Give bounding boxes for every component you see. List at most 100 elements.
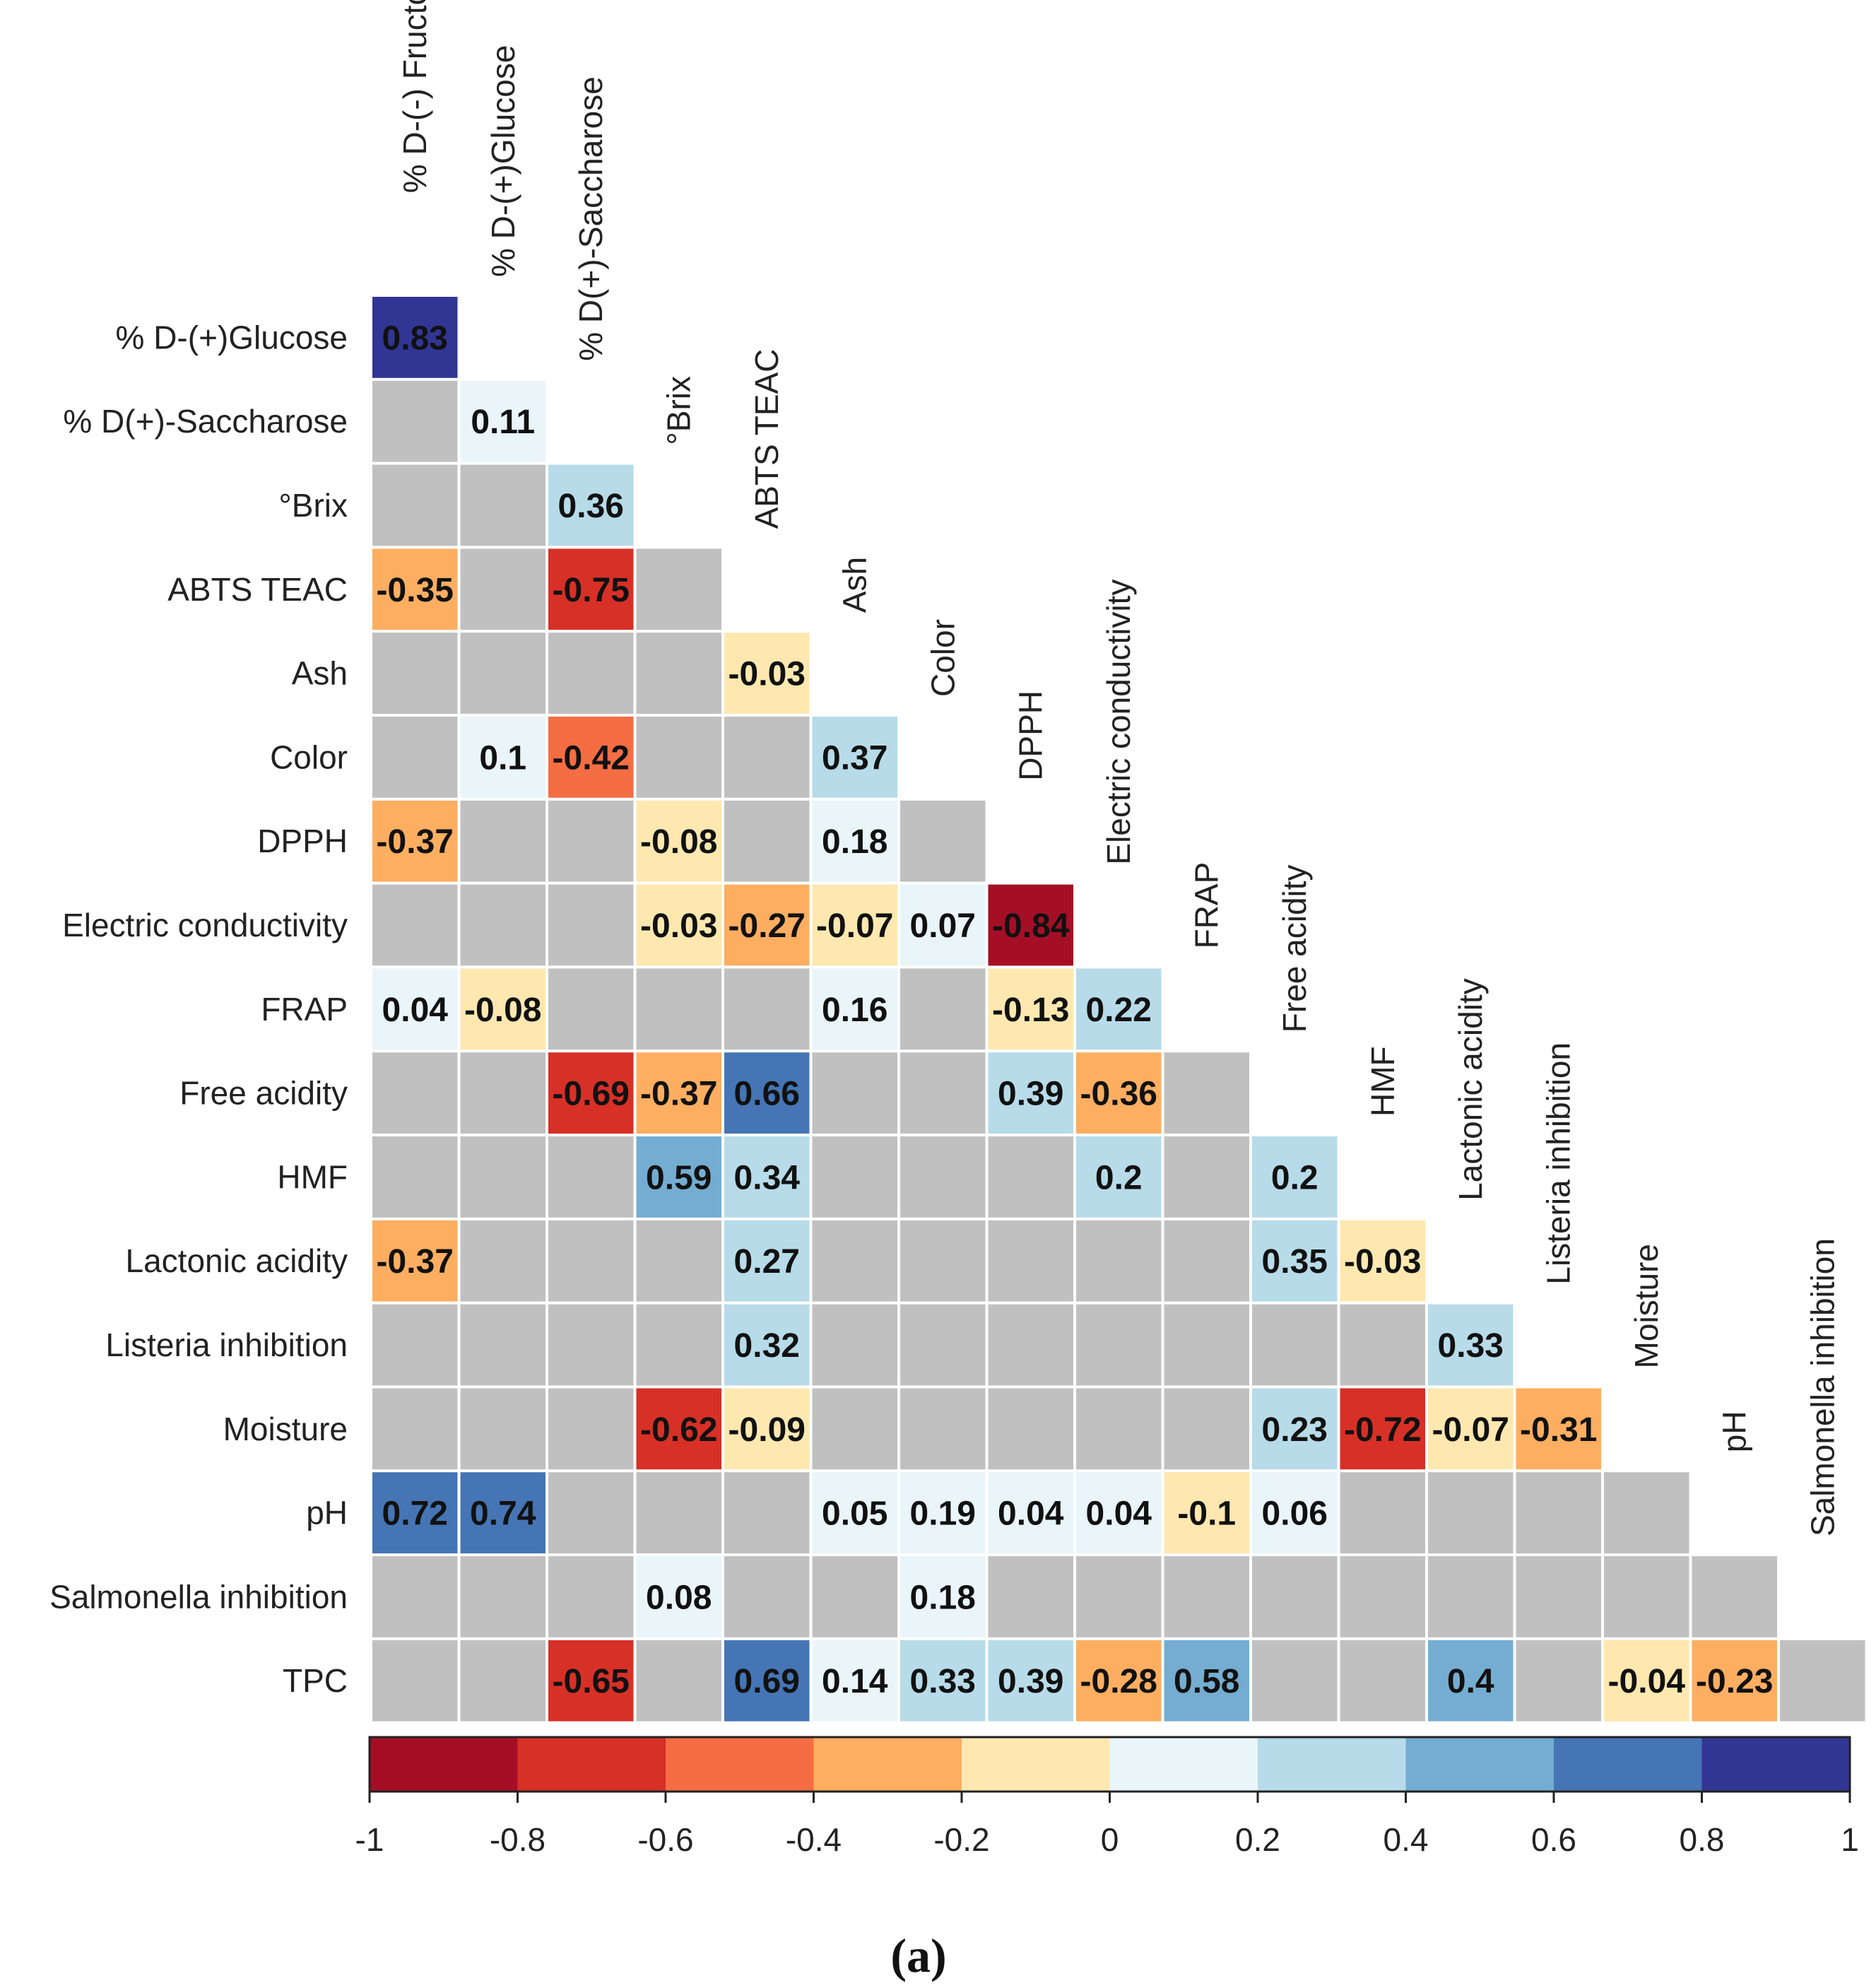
figure-caption: (a) (890, 1929, 946, 1982)
heatmap-cell (1164, 1472, 1249, 1553)
cell-value-label: 0.11 (471, 404, 535, 441)
row-label-brix: °Brix (278, 487, 348, 524)
cell-value-label: -0.08 (640, 823, 717, 861)
heatmap-cell (372, 1304, 458, 1386)
heatmap-cell (900, 968, 986, 1050)
heatmap-cell (548, 1136, 634, 1218)
cell-value-label: 0.66 (734, 1076, 800, 1113)
cell-value-label: 0.27 (734, 1243, 800, 1281)
heatmap-cell (988, 1052, 1073, 1134)
heatmap-cell (548, 717, 634, 798)
cell-value-label: 0.34 (734, 1159, 801, 1196)
color-scale-bin (517, 1737, 666, 1792)
cell-value-label: -0.13 (992, 992, 1069, 1029)
heatmap-cell (812, 1052, 897, 1134)
heatmap-cell (1340, 1220, 1425, 1302)
heatmap-cell (460, 800, 545, 882)
heatmap-cell (1604, 1472, 1689, 1553)
row-labels: % D-(+)Glucose % D(+)-Saccharose °Brix ABTS… (49, 319, 348, 1699)
heatmap-cell (460, 1640, 545, 1722)
heatmap-cell (900, 1556, 986, 1637)
heatmap-cell (988, 1640, 1073, 1722)
cell-value-label: -0.37 (377, 1243, 454, 1281)
color-scale-bin (813, 1737, 962, 1792)
heatmap-cell (812, 717, 897, 798)
column-label-moisture: Moisture (1628, 1244, 1665, 1368)
heatmap-cell (372, 1556, 458, 1637)
color-scale-bin (1554, 1737, 1702, 1792)
column-label-listeria-inhibition: Listeria inhibition (1540, 1042, 1577, 1285)
heatmap-cell (372, 1388, 458, 1470)
heatmap-cell (636, 1220, 721, 1302)
heatmap-cell (460, 464, 545, 546)
heatmap-cell (1164, 1052, 1249, 1134)
heatmap-cell (372, 1472, 458, 1553)
heatmap-cell (460, 1472, 545, 1553)
column-label-d-fructose: % D-(-) Fructose (396, 0, 433, 193)
heatmap-cell (1516, 1388, 1601, 1470)
row-label-tpc: TPC (283, 1662, 348, 1699)
heatmap-cell (1164, 1556, 1249, 1637)
heatmap-cell (460, 1220, 545, 1302)
cell-value-label: 0.23 (1262, 1411, 1328, 1449)
heatmap-cell (1252, 1220, 1338, 1302)
heatmap-cell (900, 1136, 986, 1218)
heatmap-cell (1428, 1304, 1514, 1386)
heatmap-cell (988, 1220, 1073, 1302)
heatmap-cell (724, 884, 810, 966)
heatmap-cell (460, 1388, 545, 1470)
heatmap-cell (900, 1220, 986, 1302)
heatmap-cell (636, 1556, 721, 1637)
heatmap-cell (900, 1052, 986, 1134)
heatmap-cell (548, 633, 634, 714)
color-scale-bin (1258, 1737, 1406, 1792)
heatmap-cell (460, 548, 545, 630)
column-label-salmonella-inhibition: Salmonella inhibition (1804, 1238, 1841, 1536)
heatmap-cell (724, 633, 810, 714)
cell-value-label: 0.37 (822, 739, 887, 777)
heatmap-cell (1780, 1640, 1865, 1722)
color-scale-bin (370, 1737, 518, 1792)
cell-value-label: 0.04 (998, 1495, 1064, 1533)
heatmap-cell (1252, 1556, 1338, 1637)
heatmap-cell (1076, 1388, 1162, 1470)
heatmap-cell (1076, 1556, 1162, 1637)
cell-value-label: -0.08 (464, 992, 541, 1029)
color-scale-tick-label: 1 (1841, 1821, 1859, 1858)
heatmap-cell (1252, 1304, 1338, 1386)
heatmap-cell (1428, 1388, 1514, 1470)
color-scale-bin (962, 1737, 1110, 1792)
heatmap-cell (1516, 1472, 1601, 1553)
color-scale-tick-label: -1 (355, 1821, 384, 1858)
heatmap-cell (548, 548, 634, 630)
heatmap-cell (372, 548, 458, 630)
row-label-electric-conductivity: Electric conductivity (62, 907, 348, 943)
cell-value-label: -0.04 (1608, 1663, 1686, 1700)
heatmap-cell (1428, 1556, 1514, 1637)
cell-value-label: -0.75 (553, 572, 630, 609)
cell-value-label: 0.07 (910, 907, 976, 945)
heatmap-cell (1252, 1388, 1338, 1470)
cell-value-label: 0.33 (1438, 1327, 1504, 1365)
heatmap-cell (1076, 1640, 1162, 1722)
heatmap-cell (636, 800, 721, 882)
heatmap-cell (636, 1052, 721, 1134)
heatmap-cell (372, 1640, 458, 1722)
column-label-hmf: HMF (1364, 1046, 1401, 1117)
cell-value-label: -0.62 (640, 1411, 717, 1449)
row-label-salmonella-inhibition: Salmonella inhibition (49, 1578, 348, 1615)
column-label-d-saccharose: % D(+)-Saccharose (572, 76, 609, 361)
heatmap-cell (1340, 1472, 1425, 1553)
heatmap-cell (460, 1052, 545, 1134)
color-scale-bin (1109, 1737, 1258, 1792)
heatmap-cell (460, 633, 545, 714)
cell-value-label: 0.58 (1174, 1663, 1239, 1700)
cell-value-label: -0.1 (1177, 1495, 1236, 1533)
heatmap-cell (372, 1052, 458, 1134)
heatmap-cell (812, 1640, 897, 1722)
heatmap-cell (724, 1220, 810, 1302)
column-label-abts-teac: ABTS TEAC (748, 349, 785, 529)
heatmap-cell (1340, 1388, 1425, 1470)
column-labels: % D-(-) Fructose % D-(+)Glucose % D(+)-Sac… (396, 0, 1841, 1536)
